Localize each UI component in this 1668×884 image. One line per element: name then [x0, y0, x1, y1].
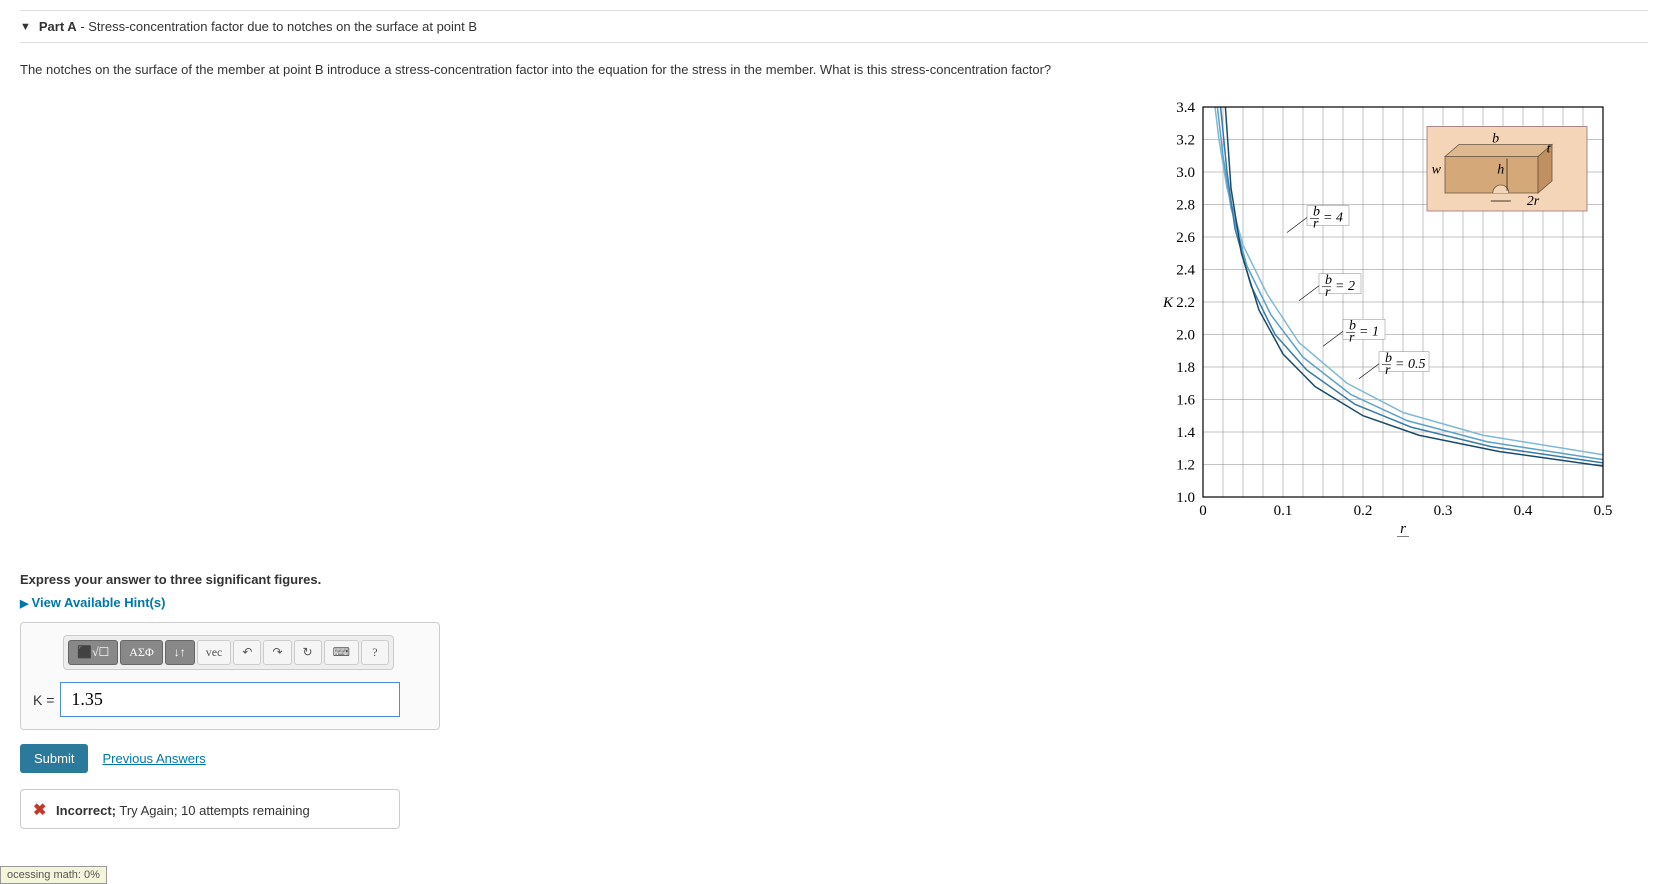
svg-text:b: b: [1492, 132, 1499, 147]
svg-text:1.6: 1.6: [1176, 393, 1195, 409]
svg-text:3.4: 3.4: [1176, 100, 1195, 116]
svg-text:0.1: 0.1: [1274, 503, 1293, 519]
svg-text:w: w: [1432, 163, 1442, 178]
feedback-box: ✖ Incorrect; Try Again; 10 attempts rema…: [20, 789, 400, 829]
redo-button[interactable]: ↷: [263, 640, 291, 665]
previous-answers-link[interactable]: Previous Answers: [102, 751, 205, 766]
svg-text:2r: 2r: [1527, 194, 1540, 209]
svg-text:0.4: 0.4: [1514, 503, 1533, 519]
feedback-text: Incorrect; Try Again; 10 attempts remain…: [56, 803, 310, 818]
answer-input[interactable]: [60, 682, 400, 717]
greek-button[interactable]: ΑΣΦ: [120, 640, 162, 665]
svg-text:0: 0: [1199, 503, 1207, 519]
stress-concentration-chart: 1.0 1.2 1.4 1.6 1.8 2.0 2.2 2.4 2.6 2.8 3.0 3.2 3.4 0…: [1148, 97, 1648, 557]
svg-text:r: r: [1325, 285, 1331, 300]
svg-text:= 2: = 2: [1335, 279, 1355, 294]
part-label: Part A - Stress-concentration factor due…: [39, 19, 477, 34]
part-header: ▼ Part A - Stress-concentration factor d…: [20, 10, 1648, 43]
svg-text:= 4: = 4: [1323, 211, 1343, 226]
templates-button[interactable]: ⬛√☐: [68, 640, 118, 665]
svg-text:3.2: 3.2: [1176, 133, 1195, 149]
svg-text:2.2: 2.2: [1176, 295, 1195, 311]
svg-text:h: h: [1497, 163, 1504, 178]
svg-text:= 1: = 1: [1359, 324, 1379, 339]
hints-link[interactable]: View Available Hint(s): [20, 595, 165, 610]
vec-button[interactable]: vec: [197, 640, 232, 665]
svg-text:3.0: 3.0: [1176, 165, 1195, 181]
svg-text:0.5: 0.5: [1594, 503, 1613, 519]
svg-text:2.0: 2.0: [1176, 328, 1195, 344]
svg-text:1.4: 1.4: [1176, 425, 1195, 441]
collapse-icon[interactable]: ▼: [20, 21, 31, 33]
svg-text:2.6: 2.6: [1176, 230, 1195, 246]
help-button[interactable]: ?: [361, 640, 389, 665]
svg-text:2.8: 2.8: [1176, 198, 1195, 214]
question-text: The notches on the surface of the member…: [20, 61, 1648, 79]
svg-text:2.4: 2.4: [1176, 263, 1195, 279]
svg-text:1.0: 1.0: [1176, 490, 1195, 506]
svg-text:r: r: [1400, 521, 1406, 537]
math-processing-status: ocessing math: 0%: [0, 866, 107, 884]
svg-text:0.2: 0.2: [1354, 503, 1373, 519]
svg-text:r: r: [1385, 363, 1391, 378]
answer-box: ⬛√☐ ΑΣΦ ↓↑ vec ↶ ↷ ↻ ⌨ ? K =: [20, 622, 440, 730]
instruction-text: Express your answer to three significant…: [20, 572, 1648, 587]
answer-label: K =: [33, 692, 54, 708]
svg-text:0.3: 0.3: [1434, 503, 1453, 519]
incorrect-icon: ✖: [33, 802, 46, 819]
undo-button[interactable]: ↶: [233, 640, 261, 665]
svg-text:r: r: [1313, 217, 1319, 232]
svg-text:1.2: 1.2: [1176, 458, 1195, 474]
reset-button[interactable]: ↻: [294, 640, 322, 665]
svg-text:= 0.5: = 0.5: [1395, 357, 1425, 372]
svg-text:r: r: [1349, 330, 1355, 345]
keyboard-button[interactable]: ⌨: [324, 640, 359, 665]
svg-text:1.8: 1.8: [1176, 360, 1195, 376]
submit-button[interactable]: Submit: [20, 744, 88, 773]
svg-text:K: K: [1162, 295, 1174, 311]
equation-toolbar: ⬛√☐ ΑΣΦ ↓↑ vec ↶ ↷ ↻ ⌨ ?: [63, 635, 394, 670]
subscript-button[interactable]: ↓↑: [165, 640, 195, 665]
